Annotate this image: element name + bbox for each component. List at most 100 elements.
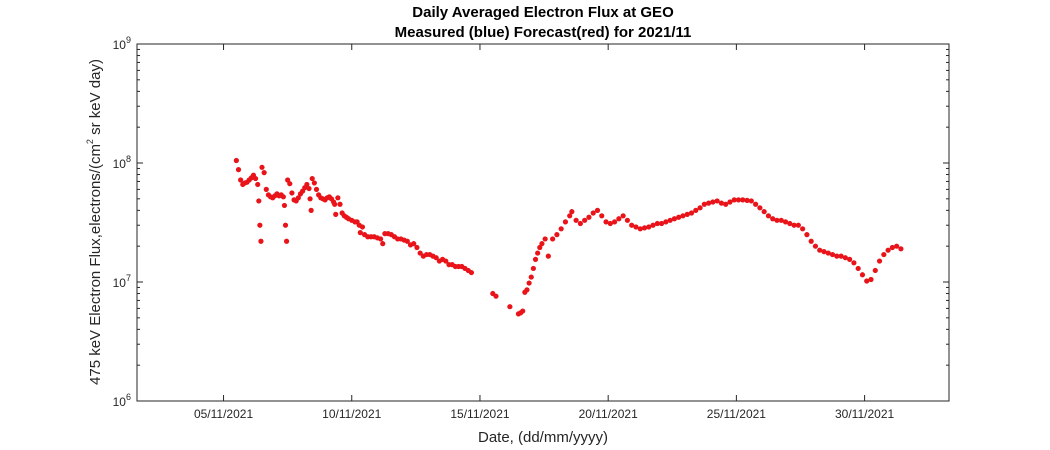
data-point bbox=[542, 236, 548, 242]
data-point bbox=[554, 232, 560, 238]
x-tick-label: 25/11/2021 bbox=[707, 407, 766, 421]
data-point bbox=[735, 197, 742, 203]
x-tick-label: 15/11/2021 bbox=[450, 407, 509, 421]
data-point bbox=[586, 214, 592, 220]
x-axis-ticks: 05/11/2021 10/11/2021 15/11/2021 20/11/2021… bbox=[194, 44, 895, 421]
data-point bbox=[898, 246, 904, 252]
data-point bbox=[838, 253, 844, 259]
data-point bbox=[804, 232, 810, 238]
data-point bbox=[313, 186, 320, 192]
data-point bbox=[680, 213, 686, 219]
data-point bbox=[306, 185, 312, 192]
data-point bbox=[603, 219, 609, 225]
data-point bbox=[308, 207, 314, 213]
data-point bbox=[280, 194, 286, 200]
y-tick-exponent: 7 bbox=[126, 273, 131, 283]
plot-area-frame bbox=[136, 43, 950, 402]
x-axis-label: Date, (dd/mm/yyyy) bbox=[478, 429, 608, 446]
data-point bbox=[411, 241, 417, 247]
data-point bbox=[258, 238, 264, 244]
data-point bbox=[864, 278, 870, 284]
data-point bbox=[782, 219, 789, 225]
data-point bbox=[710, 199, 716, 205]
x-tick-label: 20/11/2021 bbox=[579, 407, 638, 421]
data-point bbox=[744, 197, 750, 203]
data-point bbox=[778, 217, 784, 223]
y-tick-exponent: 9 bbox=[126, 35, 131, 45]
data-point bbox=[255, 181, 261, 188]
data-point bbox=[261, 170, 267, 176]
data-point bbox=[507, 304, 513, 310]
data-point bbox=[842, 255, 848, 261]
data-point bbox=[718, 200, 725, 206]
data-point bbox=[252, 175, 259, 182]
data-point bbox=[468, 269, 475, 276]
data-point bbox=[550, 236, 556, 242]
data-point bbox=[582, 217, 588, 223]
data-points bbox=[233, 157, 904, 317]
data-point bbox=[676, 214, 682, 220]
data-point bbox=[414, 244, 420, 251]
data-point bbox=[876, 258, 883, 264]
data-point bbox=[335, 195, 341, 201]
x-tick-label: 10/11/2021 bbox=[322, 407, 381, 421]
data-point bbox=[378, 236, 384, 242]
y-tick-exponent: 8 bbox=[126, 154, 131, 164]
data-point bbox=[693, 207, 699, 213]
y-axis-label: 475 keV Electron Flux,electrons/(cm2 sr … bbox=[85, 59, 104, 385]
data-point bbox=[304, 181, 310, 188]
data-point bbox=[558, 226, 564, 232]
data-point bbox=[624, 217, 631, 223]
data-point bbox=[569, 209, 575, 215]
data-point bbox=[380, 241, 386, 247]
data-point bbox=[812, 243, 819, 249]
data-point bbox=[872, 267, 878, 274]
data-point bbox=[637, 226, 643, 232]
data-point bbox=[825, 250, 831, 256]
data-point bbox=[701, 201, 707, 207]
data-point bbox=[834, 253, 840, 259]
data-point bbox=[765, 213, 772, 219]
data-point bbox=[881, 251, 887, 258]
data-point bbox=[817, 247, 823, 253]
data-point bbox=[894, 243, 900, 249]
data-point bbox=[885, 247, 891, 253]
data-point bbox=[611, 219, 618, 225]
data-point bbox=[545, 253, 551, 259]
data-point bbox=[757, 205, 763, 211]
data-point bbox=[537, 244, 543, 251]
data-point bbox=[289, 190, 295, 196]
chart-title-line-1: Daily Averaged Electron Flux at GEO bbox=[412, 4, 674, 21]
data-point bbox=[539, 241, 545, 247]
data-point bbox=[233, 157, 239, 164]
data-point bbox=[753, 201, 759, 207]
y-axis-label-main: 475 keV Electron Flux,electrons/(cm bbox=[87, 144, 104, 385]
x-tick-label: 30/11/2021 bbox=[835, 407, 894, 421]
data-point bbox=[528, 274, 534, 280]
y-tick-label: 109 bbox=[113, 35, 131, 52]
data-point bbox=[532, 256, 539, 262]
data-point bbox=[629, 222, 635, 228]
data-point bbox=[535, 250, 541, 256]
data-point bbox=[671, 216, 678, 222]
data-point bbox=[829, 251, 836, 258]
data-point bbox=[433, 255, 439, 261]
data-point bbox=[287, 181, 293, 187]
data-point bbox=[311, 180, 317, 186]
data-point bbox=[567, 213, 573, 219]
data-point bbox=[646, 224, 652, 230]
data-point bbox=[795, 222, 801, 228]
data-point bbox=[770, 216, 776, 222]
data-point bbox=[620, 213, 626, 219]
y-tick-base: 10 bbox=[113, 395, 127, 409]
data-point bbox=[821, 249, 827, 255]
data-point bbox=[868, 276, 874, 283]
data-point bbox=[684, 211, 690, 217]
data-point bbox=[654, 220, 660, 227]
data-point bbox=[633, 224, 639, 230]
data-point bbox=[641, 225, 648, 231]
y-tick-base: 10 bbox=[113, 276, 127, 290]
data-point bbox=[791, 222, 797, 228]
data-point bbox=[889, 244, 895, 251]
